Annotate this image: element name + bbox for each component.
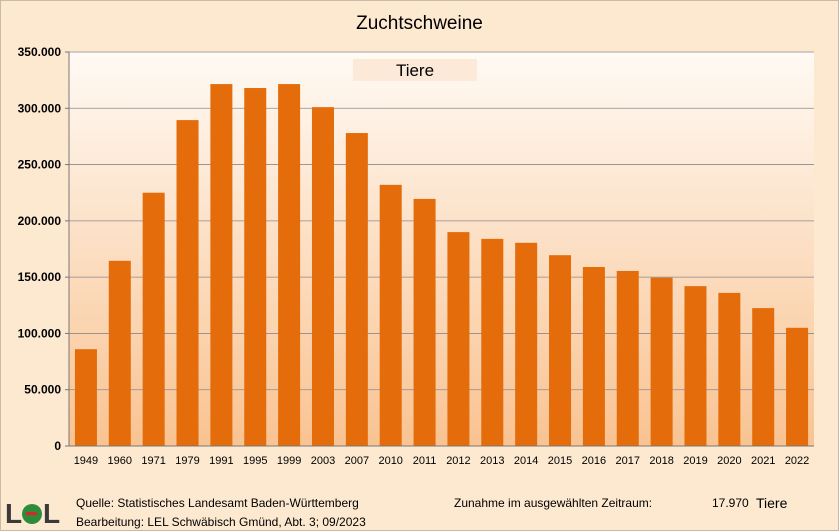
- bar-1979: [176, 120, 199, 446]
- x-tick-label: 2007: [345, 455, 369, 467]
- x-tick-label: 2019: [683, 455, 707, 467]
- bar-2003: [311, 107, 334, 446]
- y-tick-label: 300.000: [18, 101, 62, 115]
- y-tick-label: 100.000: [18, 326, 62, 340]
- x-tick-label: 2015: [548, 455, 572, 467]
- bar-1995: [244, 88, 267, 446]
- bar-2012: [447, 232, 470, 446]
- x-tick-label: 2014: [514, 455, 538, 467]
- y-tick-label: 0: [54, 439, 61, 453]
- x-tick-label: 2012: [446, 455, 470, 467]
- x-tick-label: 1991: [209, 455, 233, 467]
- x-tick-label: 2020: [717, 455, 741, 467]
- bar-2016: [582, 267, 605, 446]
- x-tick-label: 1971: [141, 455, 165, 467]
- x-tick-label: 1960: [108, 455, 132, 467]
- y-tick-label: 50.000: [24, 383, 61, 397]
- bar-1960: [108, 260, 131, 446]
- x-tick-label: 2011: [413, 455, 437, 467]
- y-tick-label: 350.000: [18, 45, 62, 59]
- source-text: Quelle: Statistisches Landesamt Baden-Wü…: [76, 496, 359, 510]
- bar-1991: [210, 84, 233, 446]
- x-tick-label: 2018: [649, 455, 673, 467]
- bar-2019: [684, 286, 707, 446]
- y-tick-label: 250.000: [18, 158, 62, 172]
- change-value: 17.970: [712, 496, 749, 510]
- bar-2010: [379, 184, 402, 446]
- editing-text: Bearbeitung: LEL Schwäbisch Gmünd, Abt. …: [76, 515, 366, 529]
- bar-1999: [278, 84, 301, 446]
- bar-2020: [718, 292, 741, 446]
- x-tick-label: 1995: [243, 455, 267, 467]
- bar-2017: [616, 270, 639, 446]
- y-tick-label: 200.000: [18, 214, 62, 228]
- bar-2022: [786, 327, 809, 446]
- x-tick-label: 1979: [175, 455, 199, 467]
- change-label: Zunahme im ausgewählten Zeitraum:: [454, 496, 653, 510]
- bar-2014: [515, 242, 538, 446]
- x-tick-label: 2003: [311, 455, 335, 467]
- bar-1949: [74, 349, 97, 446]
- x-tick-label: 2016: [582, 455, 606, 467]
- svg-text:L: L: [43, 498, 60, 526]
- x-tick-label: 2017: [616, 455, 640, 467]
- bar-2018: [650, 277, 673, 446]
- x-tick-label: 1999: [277, 455, 301, 467]
- bar-2013: [481, 238, 504, 446]
- bar-1971: [142, 192, 165, 446]
- bar-2007: [345, 133, 368, 446]
- x-tick-label: 1949: [74, 455, 98, 467]
- x-tick-label: 2021: [751, 455, 775, 467]
- lel-logo: L L: [5, 498, 60, 526]
- svg-text:L: L: [5, 498, 22, 526]
- x-tick-label: 2010: [378, 455, 402, 467]
- bar-2011: [413, 198, 436, 446]
- y-tick-label: 150.000: [18, 270, 62, 284]
- legend-label: Tiere: [396, 61, 434, 80]
- bar-2015: [549, 255, 572, 446]
- change-unit: Tiere: [756, 495, 788, 511]
- x-tick-label: 2013: [480, 455, 504, 467]
- x-tick-label: 2022: [785, 455, 809, 467]
- legend-box: [353, 59, 477, 81]
- bar-2021: [752, 308, 775, 446]
- chart-title: Zuchtschweine: [356, 13, 483, 34]
